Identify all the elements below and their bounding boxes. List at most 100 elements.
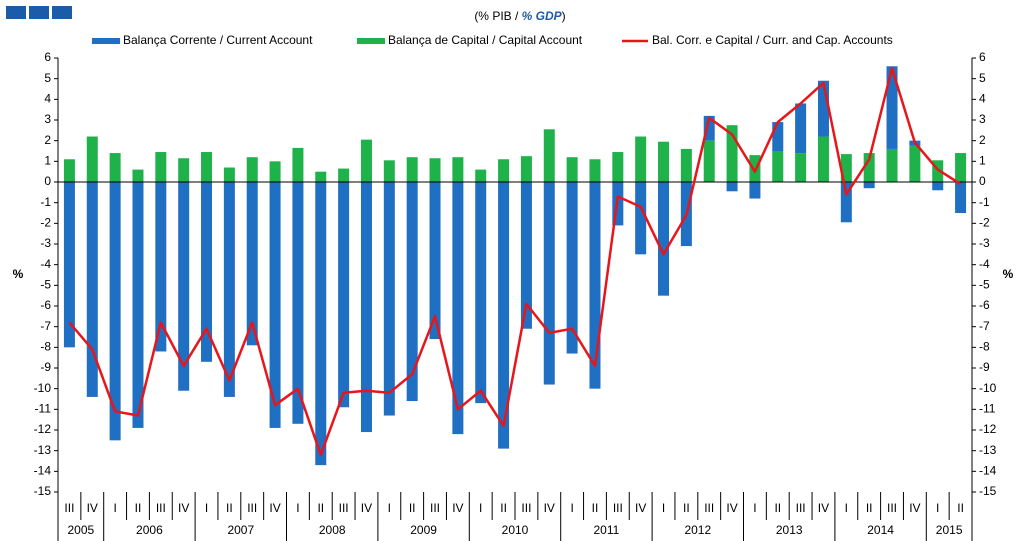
bar	[178, 182, 190, 391]
year-label: 2009	[410, 523, 437, 537]
logo-block	[6, 6, 26, 19]
bar	[132, 169, 144, 182]
bar	[566, 157, 578, 182]
bar	[132, 182, 144, 428]
x-tick-label: IV	[909, 501, 920, 515]
y-tick-label: -9	[40, 360, 51, 374]
y2-axis-label: %	[1003, 267, 1014, 281]
bar	[635, 136, 647, 182]
y2-tick-label: -12	[979, 422, 997, 436]
bar	[429, 182, 441, 340]
bar	[520, 156, 532, 182]
legend-swatch	[357, 38, 385, 44]
bar	[246, 182, 258, 346]
x-tick-label: III	[64, 501, 74, 515]
bar	[840, 182, 852, 223]
y2-tick-label: -5	[979, 278, 990, 292]
x-tick-label: IV	[544, 501, 555, 515]
bar	[475, 169, 487, 182]
x-tick-label: III	[704, 501, 714, 515]
y2-tick-label: 2	[979, 133, 986, 147]
bar	[703, 115, 715, 141]
bar	[155, 152, 167, 182]
year-label: 2015	[936, 523, 963, 537]
year-label: 2013	[776, 523, 803, 537]
y-tick-label: -10	[34, 381, 52, 395]
year-label: 2005	[67, 523, 94, 537]
bar	[452, 182, 464, 435]
y-tick-label: -14	[34, 464, 52, 478]
y2-tick-label: -4	[979, 257, 990, 271]
y-tick-label: 4	[44, 92, 51, 106]
y2-tick-label: -6	[979, 298, 990, 312]
bar	[269, 182, 281, 428]
year-label: 2012	[684, 523, 711, 537]
x-tick-label: III	[156, 501, 166, 515]
x-tick-label: IV	[87, 501, 98, 515]
bar	[178, 158, 190, 182]
y-axis-label: %	[13, 267, 24, 281]
bar	[338, 182, 350, 408]
bar	[840, 154, 852, 182]
bar	[863, 153, 875, 182]
x-tick-label: I	[479, 501, 482, 515]
y2-tick-label: 3	[979, 112, 986, 126]
legend-label: Balança de Capital / Capital Account	[388, 33, 583, 47]
y2-tick-label: -8	[979, 340, 990, 354]
y-tick-label: 6	[44, 50, 51, 64]
logo-block	[52, 6, 72, 19]
bar	[658, 182, 670, 296]
x-tick-label: III	[887, 501, 897, 515]
bar	[863, 182, 875, 189]
bar	[315, 182, 327, 466]
x-tick-label: II	[226, 501, 233, 515]
bar	[726, 125, 738, 182]
bar	[292, 182, 304, 424]
legend-label: Bal. Corr. e Capital / Curr. and Cap. Ac…	[652, 33, 893, 47]
year-label: 2014	[867, 523, 894, 537]
x-tick-label: I	[845, 501, 848, 515]
x-tick-label: II	[592, 501, 599, 515]
bar	[360, 139, 372, 182]
bar	[589, 159, 601, 182]
y-tick-label: 3	[44, 112, 51, 126]
x-tick-label: I	[662, 501, 665, 515]
bar	[680, 148, 692, 182]
bar	[86, 136, 98, 182]
bar	[703, 140, 715, 182]
bar	[269, 161, 281, 182]
bar	[795, 103, 807, 154]
x-tick-label: III	[796, 501, 806, 515]
x-tick-label: II	[774, 501, 781, 515]
bar	[612, 152, 624, 182]
x-tick-label: IV	[269, 501, 280, 515]
x-tick-label: II	[317, 501, 324, 515]
y2-tick-label: -1	[979, 195, 990, 209]
year-label: 2010	[502, 523, 529, 537]
bar	[932, 182, 944, 191]
bar	[498, 182, 510, 449]
line	[68, 67, 962, 457]
y-tick-label: -1	[40, 195, 51, 209]
y2-tick-label: 5	[979, 71, 986, 85]
bar	[406, 182, 418, 402]
year-label: 2008	[319, 523, 346, 537]
bar	[201, 152, 213, 182]
year-label: 2011	[593, 523, 619, 537]
bar	[886, 148, 898, 182]
y-tick-label: -11	[35, 402, 52, 416]
x-tick-label: IV	[452, 501, 463, 515]
y-tick-label: -7	[40, 319, 51, 333]
y2-tick-label: 0	[979, 174, 986, 188]
bar	[63, 159, 75, 182]
y-tick-label: 0	[44, 174, 51, 188]
y-tick-label: -6	[40, 298, 51, 312]
x-tick-label: I	[388, 501, 391, 515]
y2-tick-label: -9	[979, 360, 990, 374]
title-part: )	[562, 9, 566, 23]
x-tick-label: III	[339, 501, 349, 515]
y2-tick-label: -14	[979, 464, 997, 478]
y2-tick-label: -15	[979, 484, 997, 498]
bar	[589, 182, 601, 389]
bar	[475, 182, 487, 404]
